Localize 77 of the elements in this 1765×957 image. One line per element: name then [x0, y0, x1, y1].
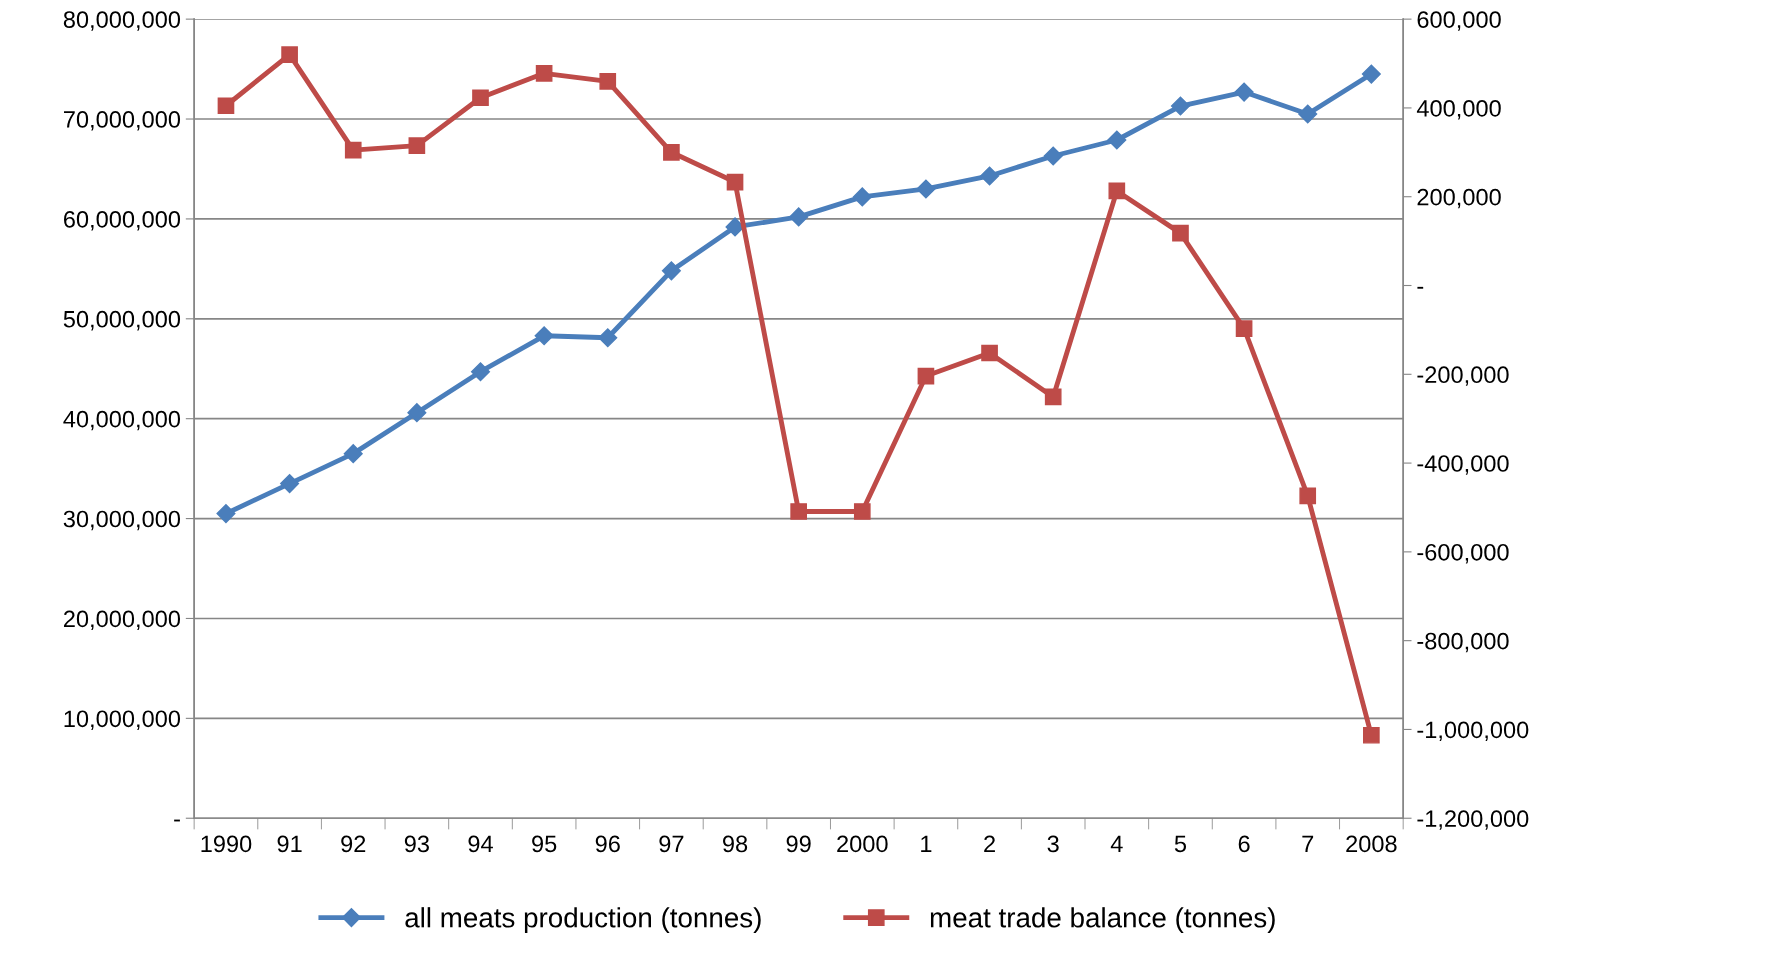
point — [663, 143, 680, 161]
y2-tick-label: -200,000 — [1417, 366, 1509, 386]
x-tick-label: 95 — [532, 835, 557, 853]
x-tick-label: 1990 — [201, 835, 252, 853]
x-tick-label: 94 — [468, 835, 493, 853]
point — [407, 403, 427, 423]
y-tick-label: 40,000,000 — [63, 410, 181, 431]
point — [599, 72, 617, 90]
point — [217, 97, 235, 115]
y2-tick-label: -1,000,000 — [1417, 721, 1529, 742]
y2-tick-label: - — [1417, 286, 1424, 289]
point — [852, 187, 872, 207]
point — [1298, 104, 1318, 124]
point — [344, 141, 362, 159]
x-tick-label: 6 — [1238, 835, 1250, 853]
y-tick-label: 60,000,000 — [64, 210, 181, 231]
x-tick-label: 2000 — [837, 835, 888, 853]
y-tick-label: 20,000,000 — [63, 610, 181, 631]
y2-tick-label: -800,000 — [1417, 632, 1509, 653]
legend-label: meat trade balance (tonnes) — [930, 907, 1275, 934]
point — [726, 173, 744, 191]
y2-tick-label: -1,200,000 — [1417, 810, 1529, 830]
x-tick-label: 4 — [1110, 835, 1123, 853]
y-tick-label: 30,000,000 — [63, 510, 181, 531]
point — [534, 326, 554, 346]
x-tick-label: 5 — [1174, 835, 1187, 853]
point — [470, 362, 491, 382]
point — [790, 503, 807, 520]
point — [216, 504, 236, 524]
point — [789, 207, 809, 227]
x-tick-label: 96 — [595, 835, 620, 853]
x-tick-label: 7 — [1302, 835, 1314, 853]
point — [980, 166, 1000, 186]
x-tick-label: 91 — [277, 835, 302, 853]
x-tick-label: 92 — [341, 835, 366, 853]
point — [472, 89, 489, 107]
legend-label: all meats production (tonnes) — [405, 907, 761, 934]
y2-tick-label: 400,000 — [1416, 100, 1501, 120]
y2-tick-label: 600,000 — [1417, 11, 1501, 31]
point — [1108, 182, 1126, 200]
y2-tick-label: -400,000 — [1417, 455, 1509, 475]
point — [1299, 487, 1317, 505]
point — [981, 344, 998, 362]
point — [1172, 224, 1189, 242]
point — [917, 367, 935, 385]
x-tick-label: 2 — [984, 835, 995, 853]
y2-tick-label: 200,000 — [1417, 188, 1501, 209]
y2-tick-label: -600,000 — [1417, 543, 1509, 564]
point — [280, 474, 300, 494]
y-tick-label: 10,000,000 — [64, 710, 181, 730]
x-tick-label: 98 — [723, 835, 748, 853]
x-tick-label: 3 — [1047, 835, 1059, 853]
x-tick-label: 93 — [404, 835, 429, 853]
point — [343, 444, 363, 464]
point — [1234, 82, 1254, 102]
point — [1170, 96, 1190, 116]
point — [281, 46, 298, 63]
point — [1043, 146, 1063, 166]
x-tick-label: 2008 — [1346, 835, 1397, 853]
point — [1361, 64, 1381, 84]
x-tick-label: 99 — [786, 835, 811, 853]
y-tick-label: 70,000,000 — [64, 111, 181, 131]
point — [916, 179, 936, 199]
point — [1235, 320, 1253, 337]
y-tick-label: 80,000,000 — [63, 11, 181, 31]
point — [661, 261, 681, 281]
y-tick-label: - — [174, 819, 180, 822]
point — [1044, 388, 1062, 406]
x-tick-label: 1 — [921, 835, 932, 853]
y-tick-label: 50,000,000 — [63, 310, 181, 331]
point — [1107, 130, 1127, 150]
point — [408, 137, 426, 154]
point — [598, 328, 618, 348]
point — [853, 503, 871, 520]
point — [1363, 726, 1380, 744]
x-tick-label: 97 — [659, 835, 684, 853]
point — [535, 64, 553, 82]
